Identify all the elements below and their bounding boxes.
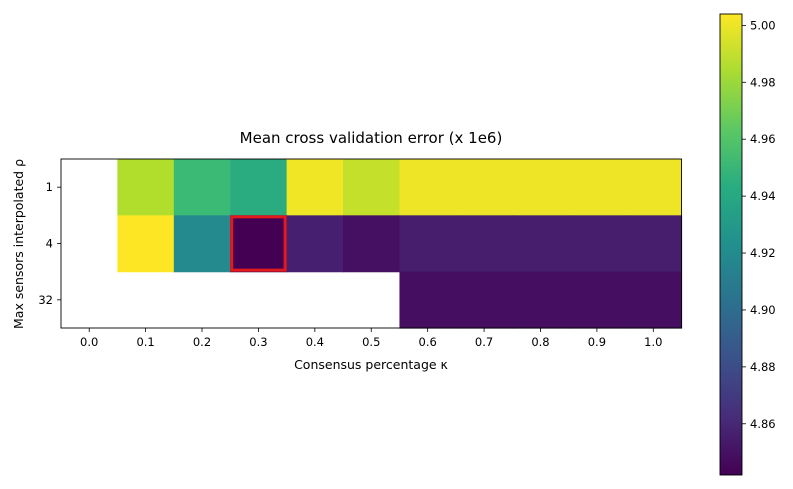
x-tick-label: 0.3 — [249, 335, 267, 349]
colorbar-tick-label: 5.00 — [750, 18, 776, 32]
y-tick-label: 32 — [38, 293, 53, 307]
x-tick-label: 0.9 — [588, 335, 606, 349]
heatmap-cell — [568, 159, 626, 216]
heatmap-cell — [343, 215, 401, 273]
x-tick-label: 0.1 — [136, 335, 154, 349]
y-axis-ticks: 1 4 32 — [38, 180, 61, 307]
heatmap-cell — [286, 215, 344, 273]
x-tick-label: 0.2 — [193, 335, 211, 349]
highlight-box — [230, 215, 287, 272]
y-tick-label: 1 — [46, 180, 53, 194]
colorbar — [720, 14, 742, 475]
colorbar-tick-label: 4.96 — [750, 132, 776, 146]
heatmap-cell — [230, 159, 288, 216]
x-tick-label: 0.5 — [362, 335, 380, 349]
heatmap-cell — [343, 159, 401, 216]
colorbar-ticks: 4.86 4.88 4.90 4.92 4.94 4.96 4.98 5.00 — [742, 18, 776, 431]
heatmap-cell — [455, 215, 513, 273]
heatmap-cell — [512, 215, 570, 273]
x-tick-label: 0.0 — [80, 335, 98, 349]
x-tick-label: 0.7 — [475, 335, 493, 349]
colorbar-tick-label: 4.88 — [750, 360, 776, 374]
heatmap-cell — [625, 159, 683, 216]
heatmap-cell — [173, 215, 231, 273]
x-axis-ticks: 0.0 0.1 0.2 0.3 0.4 0.5 0.6 0.7 0.8 0.9 1.0 — [80, 328, 662, 349]
x-axis-label: Consensus percentage κ — [294, 357, 448, 372]
y-tick-label: 4 — [46, 237, 53, 251]
heatmap-cell — [286, 159, 344, 216]
heatmap-cells — [117, 159, 683, 329]
heatmap-cell — [625, 271, 683, 329]
heatmap-cell — [399, 271, 457, 329]
x-tick-label: 0.8 — [531, 335, 549, 349]
heatmap-cell — [455, 271, 513, 329]
heatmap-cell — [625, 215, 683, 273]
heatmap-cell — [455, 159, 513, 216]
highlight-layer — [230, 215, 287, 272]
colorbar-frame — [719, 13, 743, 476]
heatmap-cell — [399, 159, 457, 216]
heatmap-cell — [117, 215, 175, 273]
x-tick-label: 0.4 — [306, 335, 324, 349]
heatmap-cell — [568, 271, 626, 329]
heatmap-cell — [568, 215, 626, 273]
x-tick-label: 1.0 — [644, 335, 662, 349]
heatmap-cell — [512, 271, 570, 329]
y-axis-label: Max sensors interpolated ρ — [11, 159, 26, 329]
heatmap-cell — [512, 159, 570, 216]
x-tick-label: 0.6 — [419, 335, 437, 349]
colorbar-tick-label: 4.98 — [750, 75, 776, 89]
heatmap-cell — [117, 159, 175, 216]
colorbar-tick-label: 4.92 — [750, 246, 776, 260]
colorbar-tick-label: 4.94 — [750, 189, 776, 203]
colorbar-tick-label: 4.90 — [750, 303, 776, 317]
heatmap-cell — [399, 215, 457, 273]
colorbar-tick-label: 4.86 — [750, 417, 776, 431]
chart-title: Mean cross validation error (x 1e6) — [240, 129, 503, 147]
heatmap-cell — [173, 159, 231, 216]
heatmap-cell — [230, 215, 288, 273]
